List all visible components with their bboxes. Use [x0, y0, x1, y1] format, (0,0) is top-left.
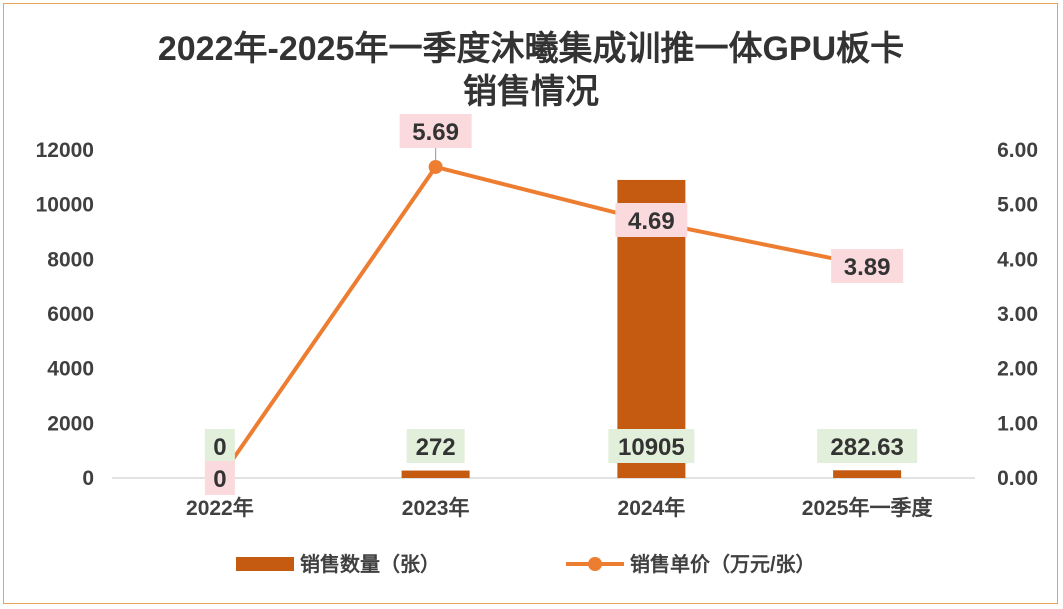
left-tick-label: 8000 — [47, 248, 94, 271]
line-data-labels: 0 5.69 4.69 3.89 — [204, 114, 904, 495]
bar-data-label: 10905 — [618, 434, 685, 461]
line-data-label-bg — [399, 114, 472, 148]
left-tick-label: 0 — [82, 467, 94, 490]
legend: 销售数量（张） 销售单价（万元/张） — [236, 552, 816, 576]
x-axis: 2022年 2023年 2024年 2025年一季度 — [186, 496, 932, 520]
line-data-label-bg — [204, 461, 235, 495]
right-tick-label: 1.00 — [997, 412, 1038, 435]
line-data-label-bg — [831, 249, 904, 283]
line-series — [218, 159, 868, 480]
series-line — [218, 164, 868, 480]
left-tick-label: 6000 — [47, 303, 94, 326]
category-label: 2025年一季度 — [802, 496, 933, 520]
right-axis: 0.00 1.00 2.00 3.00 4.00 5.00 6.00 — [997, 139, 1038, 490]
line-data-label: 4.69 — [628, 208, 675, 235]
legend-label-line: 销售单价（万元/张） — [630, 552, 816, 576]
bar-data-label-bg — [817, 429, 918, 463]
category-label: 2024年 — [618, 496, 686, 520]
bar-data-label: 0 — [213, 434, 226, 461]
left-tick-label: 12000 — [36, 139, 94, 162]
bar-data-label-bg — [204, 429, 235, 463]
bar — [833, 470, 902, 478]
line-data-label: 0 — [213, 466, 226, 493]
legend-label-bar: 销售数量（张） — [300, 552, 440, 576]
chart-title-line2: 销售情况 — [463, 73, 599, 111]
category-label: 2022年 — [186, 496, 254, 520]
bar — [401, 470, 470, 478]
bar-data-label-bg — [406, 429, 465, 463]
left-tick-label: 2000 — [47, 412, 94, 435]
legend-swatch-marker — [588, 557, 602, 571]
left-axis: 0 2000 4000 6000 8000 10000 12000 — [36, 139, 94, 490]
right-tick-label: 5.00 — [997, 194, 1038, 217]
chart-title-line1: 2022年-2025年一季度沐曦集成训推一体GPU板卡 — [158, 30, 904, 68]
legend-swatch-bar — [236, 557, 294, 571]
category-label: 2023年 — [402, 496, 470, 520]
right-tick-label: 4.00 — [997, 248, 1038, 271]
bar-data-label-bg — [608, 429, 695, 463]
line-data-label-bg — [615, 203, 688, 237]
line-data-label: 3.89 — [844, 254, 891, 281]
right-tick-label: 2.00 — [997, 358, 1038, 381]
bar-data-label: 282.63 — [830, 434, 903, 461]
right-tick-label: 3.00 — [997, 303, 1038, 326]
chart-frame — [3, 3, 1058, 604]
bar-data-label: 272 — [416, 434, 456, 461]
bar-data-labels: 0 272 10905 282.63 — [204, 429, 918, 463]
line-point — [428, 159, 443, 174]
right-tick-label: 0.00 — [997, 467, 1038, 490]
left-tick-label: 4000 — [47, 358, 94, 381]
right-tick-label: 6.00 — [997, 139, 1038, 162]
line-data-label: 5.69 — [412, 119, 459, 146]
left-tick-label: 10000 — [36, 194, 94, 217]
